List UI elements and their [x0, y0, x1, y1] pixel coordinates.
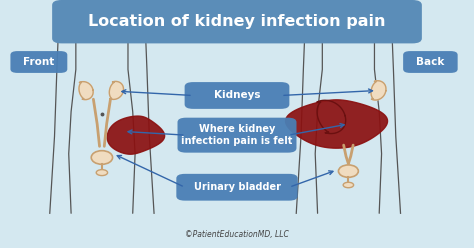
Text: Back: Back — [416, 57, 445, 67]
Text: Urinary bladder: Urinary bladder — [193, 182, 281, 192]
Polygon shape — [79, 82, 93, 100]
Polygon shape — [371, 81, 386, 100]
Text: Where kidney
infection pain is felt: Where kidney infection pain is felt — [182, 124, 292, 146]
Text: Front: Front — [23, 57, 55, 67]
Polygon shape — [109, 81, 124, 99]
Polygon shape — [285, 100, 388, 148]
Text: Kidneys: Kidneys — [214, 91, 260, 100]
FancyBboxPatch shape — [403, 51, 457, 73]
Ellipse shape — [338, 165, 358, 177]
Text: Location of kidney infection pain: Location of kidney infection pain — [88, 14, 386, 29]
Ellipse shape — [91, 151, 112, 164]
Circle shape — [343, 182, 354, 188]
FancyBboxPatch shape — [177, 118, 296, 153]
Circle shape — [96, 170, 108, 176]
FancyBboxPatch shape — [176, 174, 298, 201]
FancyBboxPatch shape — [10, 51, 67, 73]
Polygon shape — [107, 116, 164, 154]
FancyBboxPatch shape — [52, 0, 422, 43]
FancyBboxPatch shape — [184, 82, 289, 109]
Text: ©PatientEducationMD, LLC: ©PatientEducationMD, LLC — [185, 230, 289, 239]
